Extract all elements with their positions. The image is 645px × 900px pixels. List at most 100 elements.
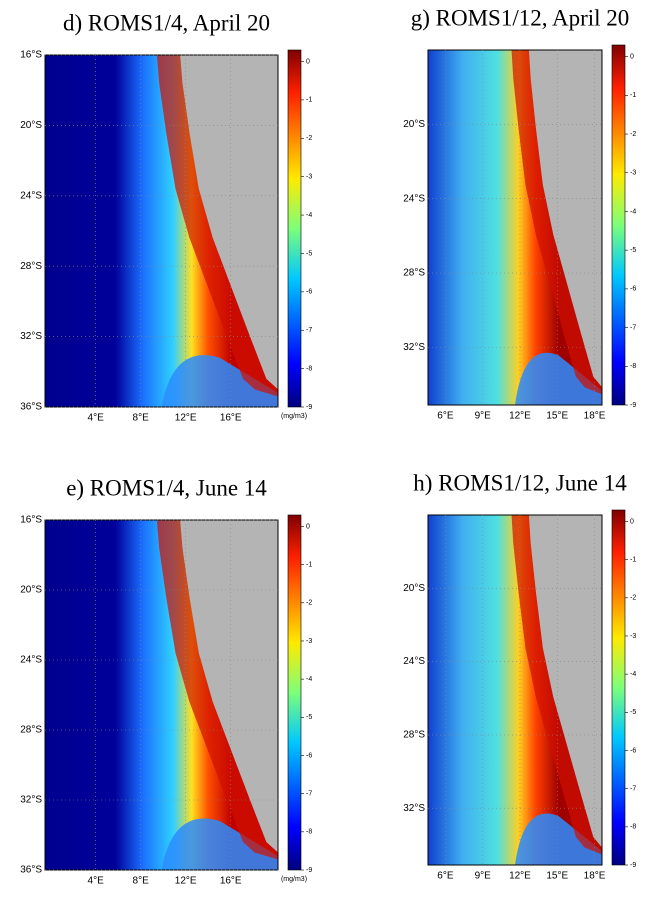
colorbar-tick-label: -1: [306, 97, 312, 104]
southern-water: [161, 355, 278, 407]
colorbar-tick-label: -7: [306, 327, 312, 334]
x-tick-label: 9°E: [475, 871, 492, 882]
colorbar-tick-label: -9: [630, 402, 636, 409]
colorbar-tick-label: -1: [630, 556, 636, 563]
colorbar-tick-label: -8: [306, 829, 312, 836]
panel-title: g) ROMS1/12, April 20: [411, 5, 630, 30]
x-tick-label: 18°E: [584, 411, 606, 422]
colorbar-tick-label: -9: [630, 862, 636, 869]
y-tick-label: 24°S: [403, 656, 425, 667]
land: [180, 55, 278, 390]
colorbar: [611, 44, 626, 406]
plot-frame: [427, 49, 603, 406]
panel-title: d) ROMS1/4, April 20: [63, 10, 270, 35]
colorbar-unit: (mg/m3): [281, 876, 307, 883]
southern-water: [161, 818, 278, 870]
colorbar: [287, 514, 302, 871]
land: [528, 515, 602, 848]
y-tick-label: 32°S: [20, 795, 42, 806]
x-tick-label: 4°E: [88, 413, 105, 424]
colorbar-tick-label: -3: [306, 174, 312, 181]
plot-frame: [427, 514, 603, 866]
colorbar-tick-label: -4: [306, 212, 312, 219]
colorbar: [611, 509, 626, 866]
y-tick-label: 24°S: [403, 193, 425, 204]
x-tick-label: 15°E: [546, 411, 568, 422]
colorbar-tick-label: -8: [630, 824, 636, 831]
southern-water: [515, 352, 602, 405]
colorbar-tick-label: -4: [630, 208, 636, 215]
y-tick-label: 28°S: [20, 261, 42, 272]
colorbar-tick-label: -8: [630, 363, 636, 370]
x-tick-label: 15°E: [546, 871, 568, 882]
colorbar-tick-label: -5: [306, 250, 312, 257]
y-tick-label: 32°S: [403, 803, 425, 814]
colorbar-tick-label: -2: [630, 131, 636, 138]
y-tick-label: 20°S: [403, 583, 425, 594]
colorbar: [287, 49, 302, 408]
colorbar-tick-label: -5: [630, 247, 636, 254]
colorbar-unit: (mg/m3): [281, 413, 307, 420]
colorbar-tick-label: -7: [630, 324, 636, 331]
y-tick-label: 28°S: [403, 730, 425, 741]
colorbar-tick-label: -9: [306, 404, 312, 411]
land: [528, 50, 602, 388]
colorbar-tick-label: -4: [630, 671, 636, 678]
colorbar-tick-label: -9: [306, 867, 312, 874]
y-tick-label: 20°S: [403, 119, 425, 130]
colorbar-tick-label: -2: [306, 600, 312, 607]
colorbar-tick-label: -7: [630, 785, 636, 792]
x-tick-label: 12°E: [509, 871, 531, 882]
colorbar-tick-label: -5: [630, 709, 636, 716]
y-tick-label: 20°S: [20, 585, 42, 596]
x-tick-label: 6°E: [437, 411, 454, 422]
x-tick-label: 8°E: [133, 876, 150, 887]
x-tick-label: 12°E: [175, 413, 197, 424]
x-tick-label: 16°E: [220, 876, 242, 887]
y-tick-label: 24°S: [20, 655, 42, 666]
x-tick-label: 8°E: [133, 413, 150, 424]
y-tick-label: 24°S: [20, 190, 42, 201]
southern-water: [515, 813, 602, 865]
land: [180, 520, 278, 853]
colorbar-tick-label: -3: [630, 170, 636, 177]
y-tick-label: 20°S: [20, 120, 42, 131]
colorbar-tick-label: -3: [630, 633, 636, 640]
colorbar-tick-label: 0: [306, 58, 310, 65]
y-tick-label: 28°S: [403, 268, 425, 279]
colorbar-tick-label: -6: [306, 752, 312, 759]
colorbar-tick-label: -1: [630, 92, 636, 99]
colorbar-tick-label: -4: [306, 676, 312, 683]
colorbar-tick-label: -8: [306, 365, 312, 372]
colorbar-tick-label: -7: [306, 790, 312, 797]
x-tick-label: 6°E: [437, 871, 454, 882]
x-tick-label: 9°E: [475, 411, 492, 422]
x-tick-label: 4°E: [88, 876, 105, 887]
panel-title: e) ROMS1/4, June 14: [66, 475, 267, 500]
x-tick-label: 16°E: [220, 413, 242, 424]
colorbar-tick-label: -5: [306, 714, 312, 721]
colorbar-tick-label: 0: [630, 518, 634, 525]
y-tick-label: 32°S: [403, 342, 425, 353]
colorbar-tick-label: -1: [306, 561, 312, 568]
colorbar-tick-label: -6: [306, 289, 312, 296]
colorbar-tick-label: 0: [306, 523, 310, 530]
x-tick-label: 12°E: [509, 411, 531, 422]
y-tick-label: 36°S: [20, 402, 42, 413]
y-tick-label: 32°S: [20, 331, 42, 342]
y-tick-label: 16°S: [20, 515, 42, 526]
y-tick-label: 16°S: [20, 50, 42, 61]
y-tick-label: 36°S: [20, 865, 42, 876]
colorbar-tick-label: -6: [630, 286, 636, 293]
colorbar-tick-label: -6: [630, 747, 636, 754]
x-tick-label: 18°E: [584, 871, 606, 882]
colorbar-tick-label: -2: [630, 595, 636, 602]
panel-title: h) ROMS1/12, June 14: [413, 470, 627, 495]
colorbar-tick-label: -3: [306, 638, 312, 645]
colorbar-tick-label: -2: [306, 135, 312, 142]
colorbar-tick-label: 0: [630, 53, 634, 60]
y-tick-label: 28°S: [20, 725, 42, 736]
x-tick-label: 12°E: [175, 876, 197, 887]
